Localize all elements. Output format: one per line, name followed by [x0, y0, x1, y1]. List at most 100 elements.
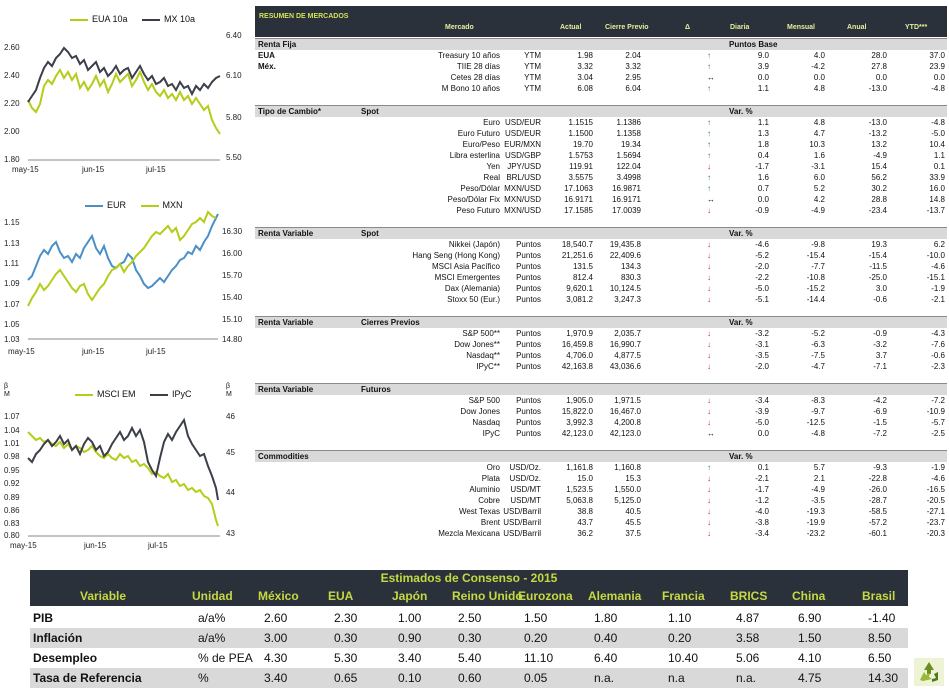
row-annual: -28.7	[868, 496, 887, 505]
fx-chart: EUR MXN 1.15 1.13 1.11 1.09 1.07 1.05 1.…	[0, 196, 250, 376]
row-prev: 2,035.7	[614, 329, 641, 338]
row-unit: Puntos	[516, 418, 541, 427]
consensus-col-header: China	[792, 589, 826, 603]
row-prefix: EUA	[258, 51, 275, 60]
market-row: EUA Treasury 10 años YTM 1.98 2.04 ↑ 9.0 4.0 28.…	[255, 50, 947, 61]
row-daily: -1.7	[755, 485, 769, 494]
row-actual: 9,620.1	[566, 284, 593, 293]
rates-ytick-0: 2.60	[4, 43, 20, 52]
consensus-value: 2.30	[334, 611, 358, 625]
equity-xtick-0: may-15	[10, 541, 37, 550]
row-monthly: -7.5	[811, 351, 825, 360]
rates-ytick-2: 2.20	[4, 99, 20, 108]
row-monthly: 10.3	[809, 140, 825, 149]
market-row: Cetes 28 días YTM 3.04 2.95 ↔ 0.0 0.0 0.0 0.0	[255, 72, 947, 83]
row-monthly: -9.8	[811, 240, 825, 249]
legend-eua10a: EUA 10a	[70, 14, 128, 24]
row-name: IPyC**	[476, 362, 500, 371]
fx-plot: 1.15 1.13 1.11 1.09 1.07 1.05 1.03 16.30…	[4, 210, 243, 356]
row-prev: 1.1358	[616, 129, 641, 138]
equity-xtick-1: jun-15	[83, 541, 107, 550]
rates-ytick-4: 1.80	[4, 155, 20, 164]
consensus-value: n.a.	[594, 671, 615, 685]
equity-ytick-9: 0.80	[4, 531, 20, 540]
row-ytd: 1.1	[933, 151, 945, 160]
consensus-col-header: Brasil	[862, 589, 896, 603]
row-unit: Puntos	[516, 262, 541, 271]
row-name: Oro	[486, 463, 500, 472]
row-ytd: -2.3	[931, 362, 945, 371]
row-unit: YTM	[524, 62, 541, 71]
legend-mxn: MXN	[140, 200, 183, 210]
consensus-col-header: Variable	[80, 589, 127, 603]
row-daily: -3.4	[755, 396, 769, 405]
equity-ytick-2: 1.01	[4, 439, 20, 448]
market-row: Dow Jones Puntos 15,822.0 16,467.0 ↓ -3.9 -9.7…	[255, 406, 947, 417]
row-ytd: 14.8	[929, 195, 945, 204]
consensus-unit: a/a%	[198, 631, 226, 645]
market-row: S&P 500** Puntos 1,970.9 2,035.7 ↓ -3.2 -5.2 -0…	[255, 328, 947, 339]
row-arrow-icon: ↓	[707, 507, 711, 516]
legend-eur: EUR	[85, 200, 126, 210]
section-sub: Futuros	[361, 385, 391, 394]
row-daily: -3.1	[755, 340, 769, 349]
col-diaria: Diaria	[730, 24, 750, 31]
fx-ytick-6: 1.03	[4, 335, 20, 344]
row-prev: 3.4998	[616, 173, 641, 182]
col-mensual: Mensual	[787, 24, 816, 31]
row-arrow-icon: ↓	[707, 284, 711, 293]
row-arrow-icon: ↓	[707, 362, 711, 371]
fx-ytick-2: 1.11	[4, 259, 20, 268]
section-name: Commodities	[258, 452, 309, 461]
row-daily: 0.0	[757, 195, 769, 204]
market-row: Euro Futuro USD/EUR 1.1500 1.1358 ↑ 1.3 4.7 -13…	[255, 128, 947, 139]
row-arrow-icon: ↑	[707, 62, 711, 71]
row-prev: 16.9871	[612, 184, 641, 193]
row-prev: 4,877.5	[614, 351, 641, 360]
row-monthly: 4.8	[813, 118, 825, 127]
row-unit: Puntos	[516, 240, 541, 249]
row-prev: 19.34	[620, 140, 641, 149]
row-annual: -60.1	[868, 529, 887, 538]
row-name: Brent	[480, 518, 500, 527]
consensus-col-header: Unidad	[192, 589, 233, 603]
row-daily: 9.0	[757, 51, 769, 60]
market-row: Plata USD/Oz. 15.0 15.3 ↓ -2.1 2.1 -22.8 -4.6	[255, 473, 947, 484]
row-actual: 1,970.9	[566, 329, 593, 338]
row-ytd: -7.2	[931, 396, 945, 405]
consensus-value: 1.00	[398, 611, 422, 625]
rates-rtick-2: 5.80	[226, 113, 242, 122]
consensus-col-header: Reino Unido	[452, 589, 523, 603]
recycle-logo-icon	[914, 658, 944, 686]
row-prev: 45.5	[625, 518, 641, 527]
row-arrow-icon: ↓	[707, 529, 711, 538]
section-var: Var. %	[729, 452, 753, 461]
consensus-value: 1.10	[668, 611, 692, 625]
fx-ytick-5: 1.05	[4, 320, 20, 329]
fx-ytick-4: 1.07	[4, 300, 20, 309]
row-monthly: -4.9	[811, 485, 825, 494]
market-row: IPyC Puntos 42,123.0 42,123.0 ↔ 0.0 -4.8 -7.2 -2…	[255, 428, 947, 439]
row-unit: Puntos	[516, 396, 541, 405]
row-prev: 3,247.3	[614, 295, 641, 304]
row-prev: 19,435.8	[609, 240, 641, 249]
row-actual: 3,992.3	[566, 418, 593, 427]
row-annual: 27.8	[871, 62, 887, 71]
row-annual: -23.4	[868, 206, 887, 215]
row-unit: Puntos	[516, 295, 541, 304]
row-ytd: -23.7	[926, 518, 945, 527]
consensus-value: 4.87	[736, 611, 760, 625]
row-actual: 42,163.8	[561, 362, 593, 371]
row-actual: 5,063.8	[566, 496, 593, 505]
market-row: Aluminio USD/MT 1,523.5 1,550.0 ↓ -1.7 -4.9 -26…	[255, 484, 947, 495]
row-arrow-icon: ↓	[707, 518, 711, 527]
row-annual: 3.0	[875, 284, 887, 293]
row-arrow-icon: ↑	[707, 51, 711, 60]
row-prev: 2.04	[625, 51, 641, 60]
row-monthly: -4.7	[811, 362, 825, 371]
row-annual: -3.2	[873, 340, 887, 349]
row-monthly: 2.1	[813, 474, 825, 483]
market-row: Real BRL/USD 3.5575 3.4998 ↑ 1.6 6.0 56.2 33.9	[255, 172, 947, 183]
row-name: M Bono 10 años	[441, 84, 500, 93]
consensus-value: 10.40	[668, 651, 699, 665]
